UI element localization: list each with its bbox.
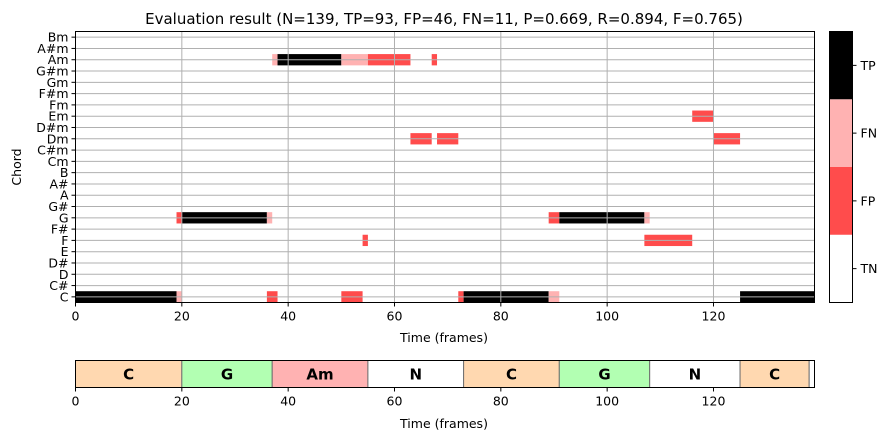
x-tick-label: 60 bbox=[387, 309, 403, 324]
segment-bar bbox=[367, 360, 465, 388]
segment-label: N bbox=[689, 366, 702, 384]
chart-title: Evaluation result (N=139, TP=93, FP=46, … bbox=[145, 10, 743, 28]
y-tick-label: Gm bbox=[47, 75, 69, 90]
segment-x-tick-label: 0 bbox=[72, 394, 80, 409]
y-tick-label: F# bbox=[51, 222, 69, 237]
y-tick-label: Fm bbox=[49, 97, 68, 112]
y-tick-label: D bbox=[59, 267, 69, 282]
y-tick-label: Am bbox=[48, 52, 69, 67]
evaluation-matrix-plot: CC#DD#EFF#GG#AA#BCmC#mDmD#mEmFmF#mGmG#mA… bbox=[36, 30, 815, 324]
segment-bar bbox=[558, 360, 651, 388]
segment-bar bbox=[271, 360, 369, 388]
y-axis-title: Chord bbox=[9, 148, 24, 185]
segment-annotation-plot: C G Am N C G N C 0 20 40 60 80 100 120 bbox=[72, 360, 816, 409]
y-tick-label: A bbox=[60, 188, 69, 203]
y-tick-label: Em bbox=[48, 109, 68, 124]
segment-label: G bbox=[221, 366, 233, 384]
segment-x-axis-title: Time (frames) bbox=[399, 416, 488, 431]
colorbar-label: FN bbox=[861, 126, 878, 141]
y-tick-label: D#m bbox=[36, 120, 68, 135]
segment-label: G bbox=[598, 366, 610, 384]
x-tick-label: 0 bbox=[72, 309, 80, 324]
colorbar-label: TN bbox=[860, 261, 878, 276]
y-tick-label: D# bbox=[48, 255, 68, 270]
segment-label: C bbox=[506, 366, 517, 384]
segment-x-tick-label: 120 bbox=[702, 394, 726, 409]
y-tick-label: C# bbox=[49, 278, 68, 293]
x-tick-label: 100 bbox=[595, 309, 619, 324]
colorbar-frame bbox=[829, 31, 853, 303]
segment-frame bbox=[75, 360, 815, 388]
segment-label: N bbox=[409, 366, 422, 384]
x-tick-label: 80 bbox=[493, 309, 509, 324]
y-tick-label: G#m bbox=[36, 64, 68, 79]
segment-label: C bbox=[769, 366, 780, 384]
y-tick-label: F#m bbox=[39, 86, 69, 101]
segment-bar bbox=[181, 360, 273, 388]
y-tick-label: G bbox=[59, 210, 69, 225]
y-tick-label: C#m bbox=[37, 143, 68, 158]
x-axis-title: Time (frames) bbox=[399, 330, 488, 345]
segment-x-tick-label: 40 bbox=[280, 394, 296, 409]
segment-x-tick-label: 100 bbox=[595, 394, 619, 409]
y-tick-label: C bbox=[60, 289, 69, 304]
segment-label: Am bbox=[306, 366, 333, 384]
y-tick-label: B bbox=[60, 165, 69, 180]
y-tick-label: G# bbox=[48, 199, 68, 214]
segment-x-tick-label: 20 bbox=[174, 394, 190, 409]
segment-bar bbox=[649, 360, 741, 388]
colorbar-swatch bbox=[829, 234, 853, 303]
y-tick-label: E bbox=[61, 244, 69, 259]
segment-bar bbox=[463, 360, 560, 388]
y-tick-label: Bm bbox=[48, 30, 69, 45]
y-tick-label: Dm bbox=[47, 131, 69, 146]
plot-frame bbox=[75, 31, 815, 303]
colorbar-swatch bbox=[829, 31, 853, 100]
y-tick-label: A# bbox=[49, 176, 68, 191]
segment-label: C bbox=[123, 366, 134, 384]
x-tick-label: 20 bbox=[174, 309, 190, 324]
segment-bar bbox=[808, 360, 816, 388]
segment-x-tick-label: 80 bbox=[493, 394, 509, 409]
segment-x-tick-label: 60 bbox=[387, 394, 403, 409]
y-tick-label: A#m bbox=[37, 41, 68, 56]
colorbar-swatch bbox=[829, 99, 853, 167]
y-tick-label: F bbox=[61, 233, 68, 248]
x-tick-label: 120 bbox=[702, 309, 726, 324]
colorbar-swatch bbox=[829, 167, 853, 235]
x-tick-label: 40 bbox=[280, 309, 296, 324]
colorbar-label: TP bbox=[860, 58, 877, 73]
colorbar-label: FP bbox=[861, 193, 876, 208]
y-tick-label: Cm bbox=[48, 154, 69, 169]
colorbar: TN FP FN TP bbox=[829, 31, 878, 303]
